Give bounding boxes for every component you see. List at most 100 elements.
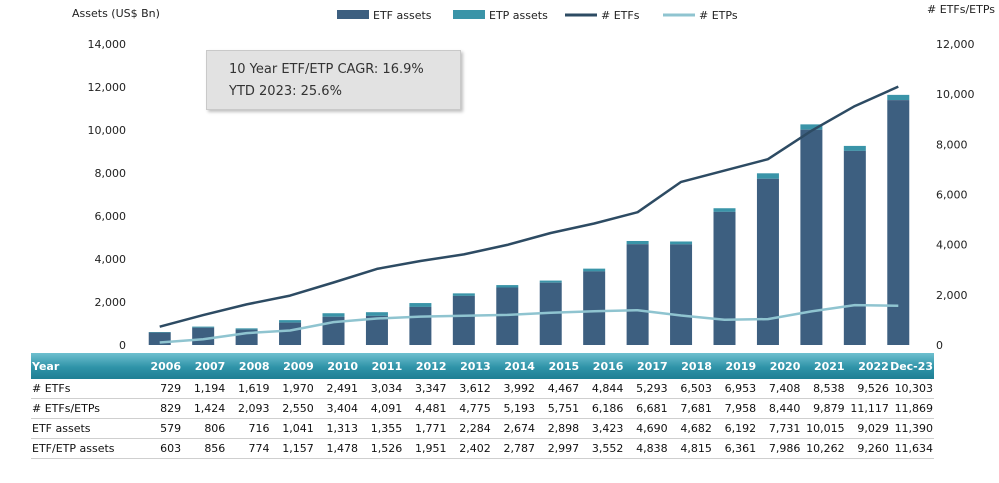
legend-label: ETF assets — [373, 9, 432, 22]
legend-label: # ETPs — [699, 9, 738, 22]
bar-etp-assets — [192, 326, 215, 328]
bar-etf-assets — [713, 211, 736, 345]
cagr-annotation-box: 10 Year ETF/ETP CAGR: 16.9% YTD 2023: 25… — [206, 50, 461, 110]
table-cell: 3,404 — [326, 402, 359, 415]
table-cell: 774 — [248, 442, 270, 455]
y-tick-left-label: 10,000 — [88, 124, 127, 137]
table-cell: 5,293 — [636, 382, 668, 395]
bar-etp-assets — [887, 94, 910, 101]
table-cell: 4,467 — [547, 382, 580, 395]
table-cell: 6,503 — [680, 382, 712, 395]
bar-etf-assets — [365, 315, 388, 345]
table-header-year: 2013 — [460, 359, 491, 373]
table-cell: 2,093 — [238, 402, 270, 415]
bar-etp-assets — [322, 313, 345, 317]
table-cell: 4,838 — [636, 442, 668, 455]
bar-etp-assets — [496, 285, 519, 288]
table-header-year: 2018 — [681, 359, 712, 373]
table-cell: 4,481 — [414, 402, 447, 415]
table-cell: 1,619 — [238, 382, 270, 395]
y-tick-left-label: 4,000 — [95, 253, 127, 266]
table-row: # ETFs/ETPs 829 1,424 2,093 2,550 3,404 4,091 4… — [31, 399, 934, 419]
table-cell: 6,681 — [636, 402, 668, 415]
bar-etp-assets — [235, 328, 258, 330]
table-cell: 4,091 — [370, 402, 403, 415]
table-cell: 7,681 — [680, 402, 712, 415]
table-cell: 3,034 — [370, 382, 403, 395]
table-cell: 856 — [204, 442, 226, 455]
y-tick-right-label: 4,000 — [936, 239, 968, 252]
table-header-year: 2015 — [548, 359, 580, 373]
bar-etp-assets — [148, 332, 171, 333]
cagr-ytd: YTD 2023: 25.6% — [229, 84, 342, 99]
table-cell: 1,313 — [326, 422, 359, 435]
table-header-year: 2008 — [238, 359, 270, 373]
table-header-year: 2014 — [504, 359, 535, 373]
bar-etf-assets — [756, 178, 779, 345]
legend-swatch — [337, 10, 369, 19]
legend: ETF assets ETP assets # ETFs # ETPs — [337, 9, 738, 22]
table-cell: 5,751 — [547, 402, 580, 415]
table-cell: 9,526 — [857, 382, 889, 395]
table-header-label: Year — [32, 359, 60, 373]
y-axis-left-title: Assets (US$ Bn) — [72, 7, 160, 20]
bar-etf-assets — [496, 287, 519, 345]
table-cell: 6,361 — [724, 442, 757, 455]
table-cell: 11,634 — [894, 442, 934, 455]
y-axis-right-ticks: 0 2,000 4,000 6,000 8,000 10,000 12,000 — [936, 38, 975, 352]
table-cell: 3,552 — [591, 442, 624, 455]
chart: Assets (US$ Bn) # ETFs/ETPs ETF assets ET… — [72, 3, 995, 352]
bar-etp-assets — [713, 208, 736, 212]
bar-etp-assets — [800, 124, 823, 130]
table-cell: 4,775 — [459, 402, 491, 415]
table-cell: 10,262 — [806, 442, 845, 455]
bar-etf-assets — [192, 327, 215, 345]
bar-etf-assets — [800, 129, 823, 345]
table-header-year: 2017 — [637, 359, 668, 373]
table-row-label: # ETFs/ETPs — [32, 402, 100, 415]
table-cell: 729 — [160, 382, 182, 395]
table-cell: 579 — [160, 422, 182, 435]
legend-swatch — [453, 10, 485, 19]
table-cell: 1,194 — [193, 382, 226, 395]
table-header-year: 2019 — [725, 359, 757, 373]
table-cell: 7,958 — [724, 402, 757, 415]
table-cell: 10,303 — [894, 382, 934, 395]
table-cell: 829 — [160, 402, 182, 415]
table-cell: 1,157 — [282, 442, 314, 455]
bar-etp-assets — [365, 312, 388, 316]
table-header-year: 2012 — [415, 359, 447, 373]
bar-etp-assets — [452, 293, 475, 296]
table-cell: 1,478 — [326, 442, 359, 455]
table-cell: 2,787 — [503, 442, 535, 455]
table-cell: 1,424 — [193, 402, 226, 415]
y-tick-right-label: 0 — [936, 339, 943, 352]
y-tick-left-label: 2,000 — [95, 296, 127, 309]
table-header-year: 2016 — [592, 359, 624, 373]
table-cell: 5,193 — [503, 402, 535, 415]
table-cell: 7,408 — [768, 382, 801, 395]
table-cell: 2,674 — [503, 422, 535, 435]
table-cell: 1,951 — [414, 442, 447, 455]
table-row: ETF assets 579 806 716 1,041 1,313 1,355 1,771 2… — [31, 419, 934, 439]
bar-etp-assets — [583, 268, 606, 272]
bar-etf-assets — [409, 306, 432, 345]
line-etps — [159, 303, 899, 344]
table-cell: 2,898 — [547, 422, 580, 435]
line-etfs — [159, 85, 899, 328]
bar-etp-assets — [843, 145, 866, 151]
table-cell: 11,869 — [894, 402, 934, 415]
table-row-label: ETF/ETP assets — [32, 442, 115, 455]
table-cell: 3,423 — [591, 422, 624, 435]
table-cell: 1,041 — [282, 422, 314, 435]
table-cell: 10,015 — [806, 422, 845, 435]
table-header-year: 2007 — [194, 359, 226, 373]
cagr-10-year: 10 Year ETF/ETP CAGR: 16.9% — [229, 62, 424, 77]
bar-etp-assets — [626, 240, 649, 245]
y-tick-left-label: 12,000 — [88, 81, 127, 94]
table-cell: 3,347 — [414, 382, 447, 395]
table-header-row: Year 2006 2007 2008 2009 2010 2011 2012 2013 201… — [31, 353, 934, 379]
y-tick-right-label: 8,000 — [936, 138, 968, 151]
bar-etf-assets — [583, 271, 606, 345]
bar-etp-assets — [279, 320, 302, 323]
